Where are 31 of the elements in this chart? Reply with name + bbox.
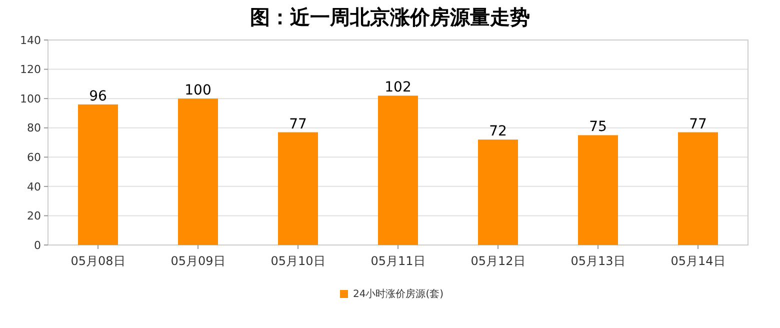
data-label: 96 [89,88,107,104]
y-tick-label: 120 [20,63,41,76]
y-tick-label: 20 [27,210,41,223]
bar [678,132,718,245]
x-tick-label: 05月13日 [570,254,626,268]
x-tick-label: 05月12日 [470,254,526,268]
data-label: 72 [489,124,507,140]
y-tick-label: 0 [34,238,41,252]
legend-label: 24小时涨价房源(套) [353,288,444,300]
chart-title: 图：近一周北京涨价房源量走势 [250,5,530,29]
bar [578,135,618,245]
bar [178,98,218,245]
data-label: 77 [689,116,707,132]
data-label: 102 [384,80,412,96]
x-tick-label: 05月10日 [270,254,326,268]
data-label: 100 [184,82,212,99]
bar [278,132,318,245]
y-tick-label: 60 [27,150,41,164]
data-label: 77 [289,116,307,132]
bar [478,140,518,245]
x-tick-label: 05月09日 [170,254,226,268]
y-tick-label: 80 [27,122,41,135]
x-tick-label: 05月08日 [70,254,126,268]
data-label: 75 [589,119,607,136]
y-tick-label: 100 [20,92,41,106]
bar [78,104,118,245]
y-tick-label: 140 [20,34,41,47]
y-tick-label: 40 [27,180,41,194]
bar [378,96,418,245]
x-tick-label: 05月11日 [370,254,426,268]
x-tick-label: 05月14日 [670,254,726,268]
